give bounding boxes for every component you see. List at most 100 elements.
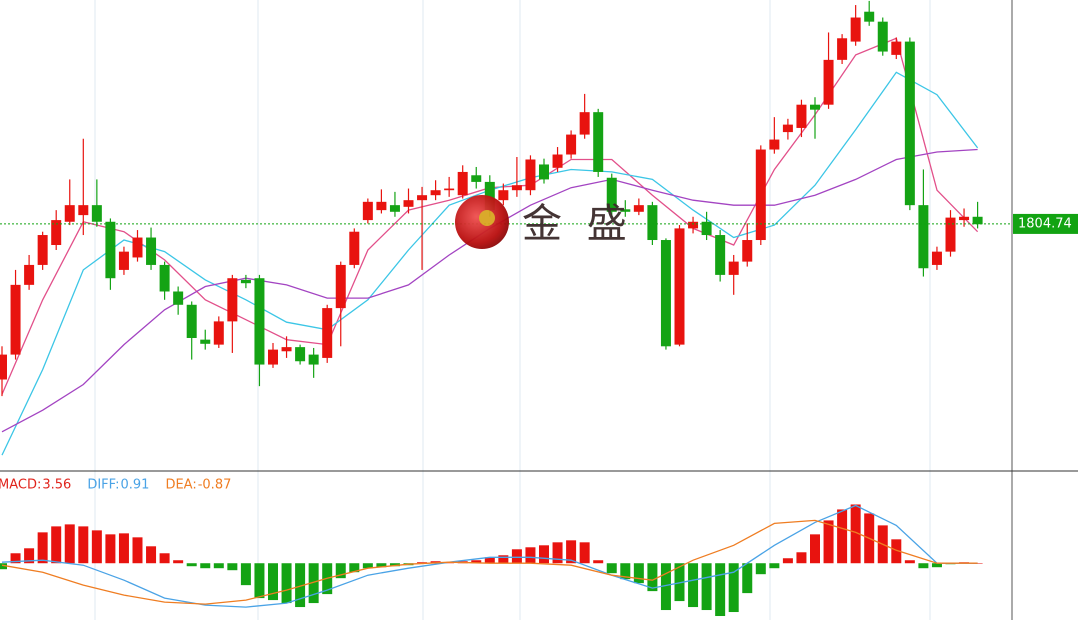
candle-body [593,112,604,172]
histogram-bar [37,532,48,564]
histogram-bar [173,560,184,564]
histogram-bar [335,563,346,579]
histogram-bar [498,555,509,564]
candle-body [701,221,712,236]
candle-body [660,240,671,347]
candle-body [200,339,211,344]
histogram-bar [823,520,834,564]
candle-body [146,237,157,265]
candle-body [810,104,820,110]
candle-body [539,164,549,180]
candle-body [322,308,333,358]
candle-body [769,139,780,150]
candle-body [227,278,238,322]
histogram-bar [715,563,726,617]
histogram-bar [51,526,62,564]
candle-body [823,59,834,105]
candle-body [566,134,577,155]
histogram-bar [64,524,75,564]
candle-body [444,188,455,191]
candle-body [295,347,306,362]
candle-body [498,190,509,201]
candle-body [606,177,617,212]
histogram-bar [539,545,549,564]
histogram-bar [552,542,563,564]
histogram-bar [24,548,35,564]
histogram-bar [281,563,292,604]
candle-body [349,231,360,265]
histogram-bar [200,563,211,569]
candle-body [51,220,62,246]
histogram-bar [91,530,102,564]
last-price-label: 1804.74 [1018,216,1072,231]
candle-body [376,201,387,211]
legend-value: 3.56 [42,478,71,493]
candle-body [403,200,414,207]
histogram-bar [782,558,793,564]
candle-body [159,264,170,292]
legend-value: -0.87 [198,478,232,493]
candle-body [511,185,522,191]
candle-body [972,216,983,225]
candle-body [633,205,644,212]
histogram-bar [349,563,360,573]
candle-body [335,264,346,309]
legend-value: 0.91 [120,478,149,493]
candle-body [850,17,861,42]
candle-body [308,354,319,365]
candle-body [579,112,590,135]
histogram-bar [227,563,238,571]
histogram-bar [633,563,644,584]
candle-body [647,205,658,241]
candle-body [24,264,35,285]
legend-label: DIFF: [87,478,119,493]
histogram-bar [593,560,604,564]
histogram-bar [376,563,387,568]
histogram-bar [904,560,915,564]
histogram-bar [10,553,21,564]
histogram-bar [295,563,306,608]
histogram-bar [674,563,685,602]
histogram-bar [362,563,373,569]
candle-body [213,321,224,345]
candle-body [417,195,428,201]
legend-label: DEA: [165,478,196,493]
candle-body [78,205,89,216]
last-price-box [1013,213,1078,234]
histogram-bar [728,563,739,613]
histogram-bar [688,563,699,608]
candle-body [240,279,251,284]
candle-body [254,278,265,365]
candle-body [0,354,7,380]
candle-body [755,149,766,241]
candle-body [782,124,793,133]
histogram-bar [213,563,224,569]
histogram-bar [701,563,712,611]
candle-body [457,171,468,196]
histogram-bar [579,542,590,564]
histogram-bar [647,563,658,592]
histogram-bar [254,563,265,599]
v-grid [94,0,931,620]
candle-body [620,209,631,212]
line [1,504,978,608]
histogram-bar [620,563,631,580]
histogram-bar [146,546,157,564]
histogram-bar [796,552,807,564]
histogram-bar [240,563,251,586]
candle-body [742,240,753,262]
candle-body [931,251,942,265]
candle-body [552,154,563,168]
candle-body [430,190,441,196]
histogram-bar [268,563,278,601]
histogram-bar [837,509,848,564]
histogram-bar [891,539,902,564]
line [1,519,978,605]
candle-body [674,228,685,345]
candle-body [796,104,807,128]
candle-body [877,21,888,52]
candle-body [362,201,373,221]
histogram-bar [118,533,129,564]
histogram-bar [810,534,820,564]
